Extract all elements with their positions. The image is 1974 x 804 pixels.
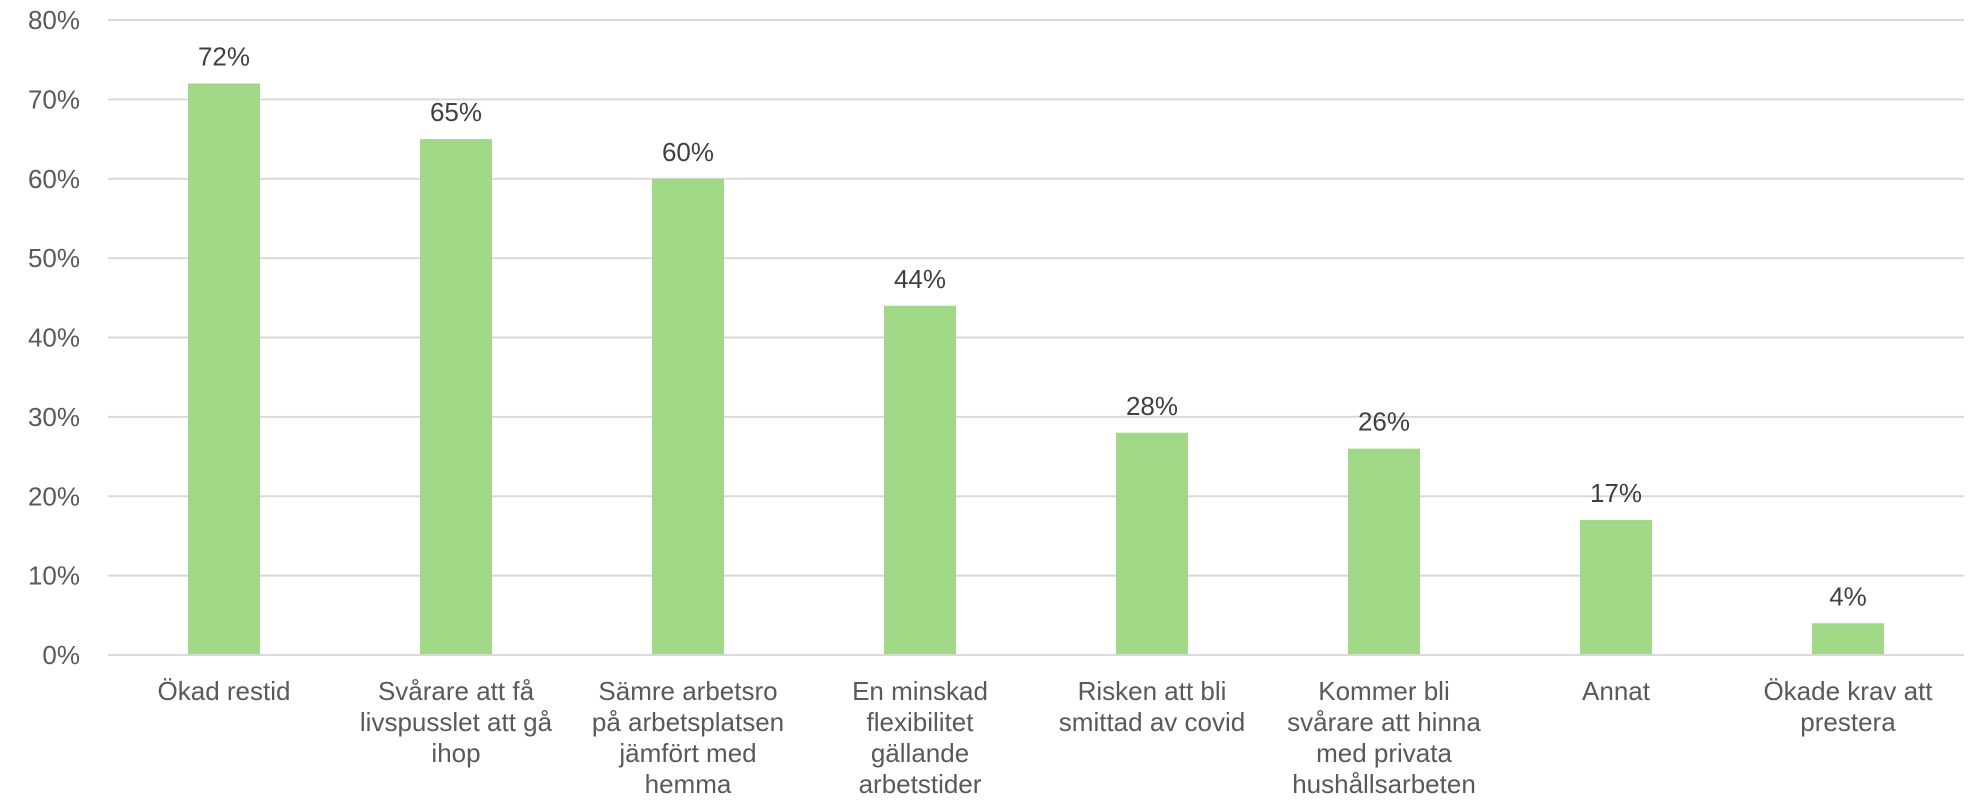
data-label: 28% — [1126, 391, 1178, 421]
category-label: Annat — [1582, 676, 1651, 706]
bar — [1116, 432, 1188, 655]
category-label: Ökade krav att — [1763, 676, 1933, 706]
y-tick-label: 50% — [28, 243, 80, 273]
y-tick-label: 70% — [28, 84, 80, 114]
bar — [884, 305, 956, 655]
y-tick-label: 30% — [28, 402, 80, 432]
category-label: Svårare att få — [378, 676, 535, 706]
category-label: svårare att hinna — [1287, 707, 1481, 737]
y-tick-label: 10% — [28, 561, 80, 591]
category-label: arbetstider — [859, 769, 982, 799]
data-label: 26% — [1358, 407, 1410, 437]
category-label: Ökad restid — [158, 676, 291, 706]
category-label: ihop — [431, 738, 480, 768]
data-label: 60% — [662, 137, 714, 167]
bar — [1348, 448, 1420, 655]
bar — [420, 139, 492, 655]
data-label: 65% — [430, 97, 482, 127]
category-label: med privata — [1316, 738, 1452, 768]
bars — [188, 83, 1884, 655]
category-label: Sämre arbetsro — [598, 676, 777, 706]
data-label: 4% — [1829, 581, 1867, 611]
category-label: jämfört med — [618, 738, 756, 768]
data-label: 17% — [1590, 478, 1642, 508]
y-tick-label: 0% — [42, 640, 80, 670]
bar — [1812, 623, 1884, 655]
category-label: livspusslet att gå — [360, 707, 553, 737]
category-label: prestera — [1800, 707, 1896, 737]
category-label: hemma — [645, 769, 732, 799]
category-label: Risken att bli — [1078, 676, 1227, 706]
y-tick-label: 40% — [28, 323, 80, 353]
y-tick-label: 20% — [28, 481, 80, 511]
category-label: på arbetsplatsen — [592, 707, 784, 737]
bar — [1580, 520, 1652, 655]
data-labels: 72% 65% 60% 44% 28% 26% 17% 4% — [198, 42, 1867, 612]
data-label: 72% — [198, 42, 250, 72]
y-tick-label: 80% — [28, 5, 80, 35]
bar — [188, 83, 260, 655]
category-label: smittad av covid — [1059, 707, 1245, 737]
category-label: Kommer bli — [1318, 676, 1449, 706]
category-label: flexibilitet — [867, 707, 975, 737]
data-label: 44% — [894, 264, 946, 294]
category-label: gällande — [871, 738, 969, 768]
y-axis-tick-labels: 0% 10% 20% 30% 40% 50% 60% 70% 80% — [28, 5, 80, 670]
category-label: En minskad — [852, 676, 988, 706]
bar — [652, 178, 724, 655]
gridlines — [108, 19, 1964, 577]
category-label: hushållsarbeten — [1292, 769, 1476, 799]
y-tick-label: 60% — [28, 164, 80, 194]
